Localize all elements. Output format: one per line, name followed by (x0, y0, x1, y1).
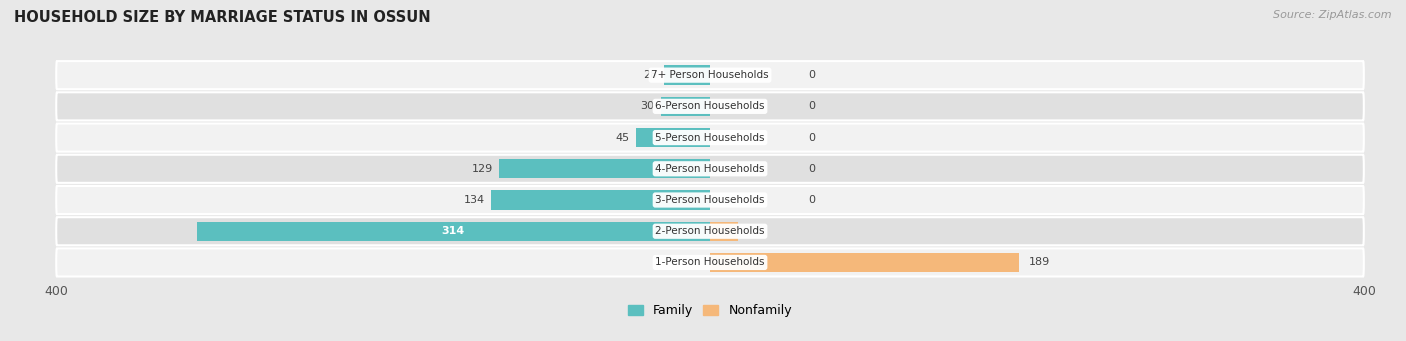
Text: 0: 0 (808, 195, 815, 205)
Text: Source: ZipAtlas.com: Source: ZipAtlas.com (1274, 10, 1392, 20)
Text: 3-Person Households: 3-Person Households (655, 195, 765, 205)
Legend: Family, Nonfamily: Family, Nonfamily (623, 299, 797, 322)
Text: 0: 0 (808, 133, 815, 143)
Text: 5-Person Households: 5-Person Households (655, 133, 765, 143)
Text: 134: 134 (464, 195, 485, 205)
FancyBboxPatch shape (56, 155, 1364, 183)
Text: 4-Person Households: 4-Person Households (655, 164, 765, 174)
Text: 2-Person Households: 2-Person Households (655, 226, 765, 236)
Text: 28: 28 (644, 70, 658, 80)
FancyBboxPatch shape (56, 217, 1364, 245)
Text: 129: 129 (471, 164, 492, 174)
FancyBboxPatch shape (56, 123, 1364, 152)
Bar (499, 159, 710, 178)
Text: 45: 45 (616, 133, 630, 143)
Bar (710, 253, 1019, 272)
Text: 30: 30 (641, 101, 654, 112)
Bar (664, 65, 710, 85)
Bar (491, 190, 710, 210)
FancyBboxPatch shape (56, 186, 1364, 214)
FancyBboxPatch shape (56, 248, 1364, 277)
Bar (197, 222, 710, 241)
Text: 6-Person Households: 6-Person Households (655, 101, 765, 112)
Text: HOUSEHOLD SIZE BY MARRIAGE STATUS IN OSSUN: HOUSEHOLD SIZE BY MARRIAGE STATUS IN OSS… (14, 10, 430, 25)
Text: 189: 189 (1029, 257, 1050, 267)
Text: 314: 314 (441, 226, 465, 236)
Bar (637, 128, 710, 147)
Bar (710, 222, 738, 241)
FancyBboxPatch shape (56, 92, 1364, 120)
Text: 0: 0 (808, 70, 815, 80)
FancyBboxPatch shape (56, 61, 1364, 89)
Bar (661, 97, 710, 116)
Text: 7+ Person Households: 7+ Person Households (651, 70, 769, 80)
Text: 17: 17 (748, 226, 762, 236)
Text: 0: 0 (808, 101, 815, 112)
Text: 1-Person Households: 1-Person Households (655, 257, 765, 267)
Text: 0: 0 (808, 164, 815, 174)
